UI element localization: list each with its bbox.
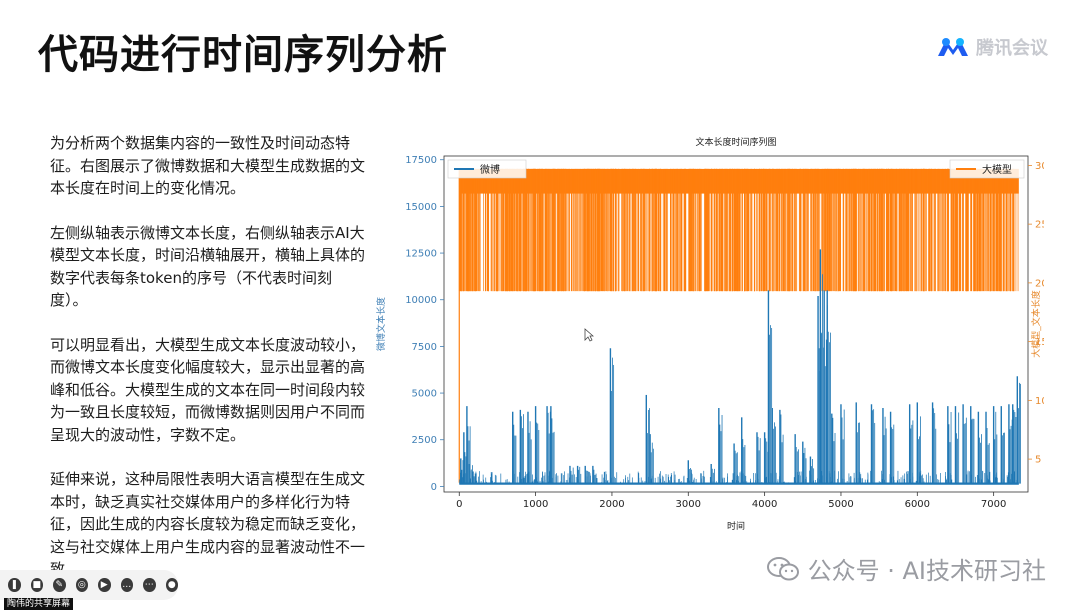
y-axis-left-label: 微博文本长度 <box>375 297 387 351</box>
y-axis-right-label: 大模型_文本长度 <box>1030 290 1042 358</box>
legend-right-label: 大模型 <box>982 163 1012 176</box>
x-tick-label: 3000 <box>676 499 701 510</box>
capture-icon[interactable]: ◎ <box>75 578 88 592</box>
x-axis-label: 时间 <box>727 520 745 532</box>
y-left-tick-label: 15000 <box>405 202 437 213</box>
x-tick-label: 6000 <box>905 499 930 510</box>
x-tick-label: 7000 <box>981 499 1006 510</box>
y-right-tick-label: 5 <box>1035 455 1041 466</box>
chat-icon[interactable]: … <box>120 578 133 592</box>
tencent-meeting-icon <box>938 38 968 56</box>
x-tick-label: 0 <box>456 499 462 510</box>
ticks-layer: 0 1000 2000 3000 4000 5000 6000 7000 0 2500 5000 75… <box>405 155 1044 510</box>
orange-series-layer <box>458 168 1019 483</box>
time-series-chart: 文本长度时间序列图 0 1000 2000 3000 4000 5000 6000 7000 0… <box>372 128 1044 538</box>
camera-icon[interactable]: ▶ <box>98 578 111 592</box>
pause-icon[interactable]: ❚ <box>8 578 21 592</box>
legend-right: 大模型 <box>949 159 1025 179</box>
plot-frame <box>443 155 1029 493</box>
y-right-tick-label: 15 <box>1035 337 1044 348</box>
stop-icon[interactable]: ■ <box>30 578 43 592</box>
share-screen-label: 陶伟的共享屏幕 <box>4 598 74 610</box>
brand-name: 腾讯会议 <box>976 38 1048 59</box>
y-right-tick-label: 10 <box>1035 396 1044 407</box>
paragraph-4: 延伸来说，这种局限性表明大语言模型在生成文本时，缺乏真实社交媒体用户的多样化行为… <box>50 470 366 578</box>
more-icon[interactable]: ⋯ <box>143 578 156 592</box>
mic-icon[interactable]: ● <box>165 578 178 592</box>
x-tick-label: 4000 <box>752 499 777 510</box>
legend-left: 微博 <box>447 159 527 179</box>
wechat-icon <box>766 556 799 580</box>
x-tick-label: 2000 <box>599 499 624 510</box>
y-right-tick-label: 25 <box>1035 220 1044 231</box>
x-tick-label: 1000 <box>523 499 548 510</box>
slide-body: 为分析两个数据集内容的一致性及时间动态特征。右图展示了微博数据和大模型生成数据的… <box>50 132 368 603</box>
legend-left-box <box>447 159 527 179</box>
y-left-tick-label: 2500 <box>412 435 437 446</box>
y-left-tick-label: 0 <box>431 482 437 493</box>
y-right-tick-label: 30 <box>1035 161 1044 172</box>
chart-svg: 文本长度时间序列图 0 1000 2000 3000 4000 5000 6000 70000… <box>375 136 1044 532</box>
y-left-tick-label: 7500 <box>412 342 437 353</box>
paragraph-1: 为分析两个数据集内容的一致性及时间动态特征。右图展示了微博数据和大模型生成数据的… <box>50 134 366 197</box>
slide-title: 代码进行时间序列分析 <box>38 32 448 78</box>
mouse-cursor-icon <box>584 328 594 342</box>
legend-right-box <box>949 159 1025 179</box>
pen-icon[interactable]: ✎ <box>53 578 66 592</box>
x-tick-label: 5000 <box>828 499 853 510</box>
watermark-text: 公众号 · AI技术研习社 <box>807 557 1046 585</box>
blue-series-layer <box>459 249 1021 485</box>
y-left-tick-label: 12500 <box>405 249 437 260</box>
chart-title: 文本长度时间序列图 <box>695 136 776 148</box>
legend-left-label: 微博 <box>480 163 500 176</box>
screen-share-toolbar: ❚ ■ ✎ ◎ ▶ … ⋯ ● <box>0 570 178 600</box>
y-left-tick-label: 5000 <box>412 389 437 400</box>
brand-logo: 腾讯会议 <box>936 34 1048 60</box>
y-right-tick-label: 20 <box>1035 278 1044 289</box>
wechat-watermark: 公众号 · AI技术研习社 <box>766 551 1046 586</box>
paragraph-3: 可以明显看出，大模型生成文本长度波动较小，而微博文本长度变化幅度较大，显示出显著… <box>50 335 366 444</box>
paragraph-2: 左侧纵轴表示微博文本长度，右侧纵轴表示AI大模型文本长度，时间沿横轴展开，横轴上… <box>50 223 366 310</box>
y-left-tick-label: 17500 <box>405 155 437 166</box>
y-left-tick-label: 10000 <box>405 295 437 306</box>
